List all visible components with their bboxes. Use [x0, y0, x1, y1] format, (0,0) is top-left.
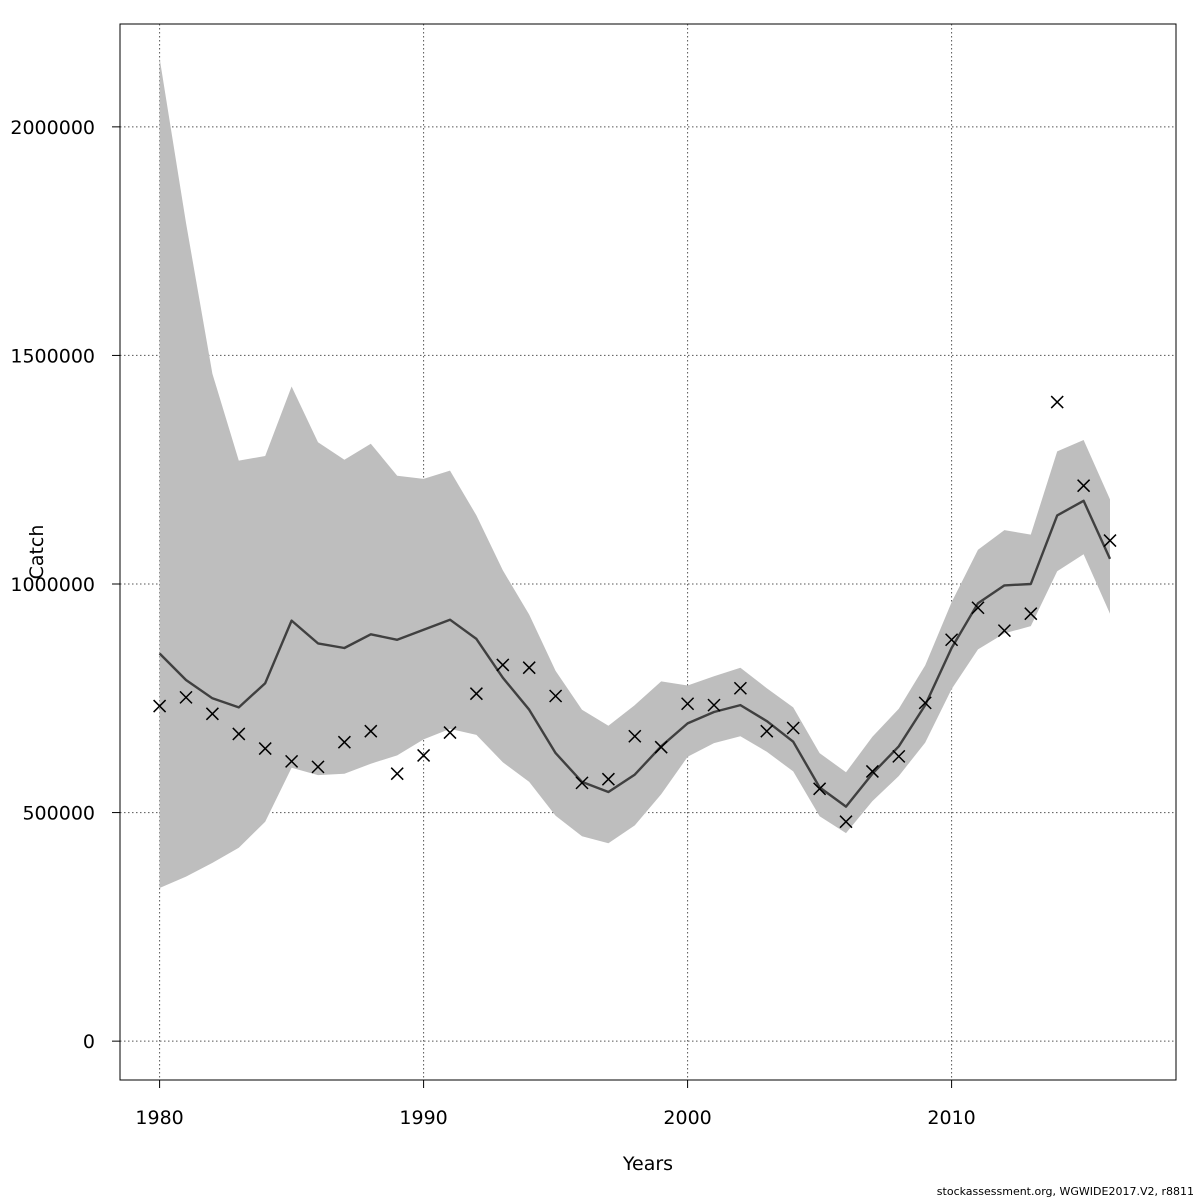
data-point: [443, 726, 457, 740]
data-point: [364, 724, 378, 738]
x-tick-label: 2000: [663, 1107, 711, 1129]
x-tick-label: 1990: [399, 1107, 447, 1129]
x-tick-label: 1980: [135, 1107, 183, 1129]
data-point: [628, 729, 642, 743]
y-tick-label: 1000000: [10, 574, 95, 596]
data-point: [945, 633, 959, 647]
data-point: [760, 724, 774, 738]
data-point: [522, 661, 536, 675]
data-point: [918, 696, 932, 710]
data-point: [654, 740, 668, 754]
data-point: [549, 689, 563, 703]
data-point: [997, 624, 1011, 638]
data-point: [681, 697, 695, 711]
x-axis-label: Years: [622, 1153, 673, 1175]
data-point: [337, 735, 351, 749]
observed-points-group: [153, 395, 1117, 829]
confidence-band: [159, 58, 1111, 889]
y-axis-label: Catch: [26, 525, 48, 580]
data-point: [258, 742, 272, 756]
data-point: [179, 690, 193, 704]
credit-text: stockassessment.org, WGWIDE2017.V2, r881…: [936, 1185, 1194, 1198]
data-point: [1050, 395, 1064, 409]
estimate-line: [158, 499, 1112, 808]
data-point: [971, 601, 985, 615]
confidence-band-group: [159, 58, 1111, 889]
data-point: [813, 782, 827, 796]
data-point: [839, 815, 853, 829]
data-point: [786, 721, 800, 735]
data-point: [575, 776, 589, 790]
data-point: [417, 748, 431, 762]
data-point: [285, 754, 299, 768]
estimate-line-group: [158, 499, 1112, 808]
data-point: [205, 707, 219, 721]
data-point: [1077, 479, 1091, 493]
data-point: [733, 681, 747, 695]
data-point: [311, 760, 325, 774]
y-tick-label: 500000: [22, 803, 95, 825]
data-point: [469, 687, 483, 701]
y-tick-label: 2000000: [10, 117, 95, 139]
data-point: [496, 658, 510, 672]
data-point: [1024, 607, 1038, 621]
data-point: [601, 772, 615, 786]
data-point: [865, 764, 879, 778]
data-point: [1103, 534, 1117, 548]
x-axis: 1980 1990 2000 2010: [135, 1079, 976, 1129]
data-point: [153, 699, 167, 713]
data-point: [232, 727, 246, 741]
y-tick-label: 1500000: [10, 345, 95, 367]
y-tick-label: 0: [83, 1031, 95, 1053]
data-point: [707, 698, 721, 712]
data-point: [390, 767, 404, 781]
y-axis: 0 500000 1000000 1500000 2000000: [10, 117, 121, 1053]
x-tick-label: 2010: [927, 1107, 975, 1129]
data-point: [892, 749, 906, 763]
